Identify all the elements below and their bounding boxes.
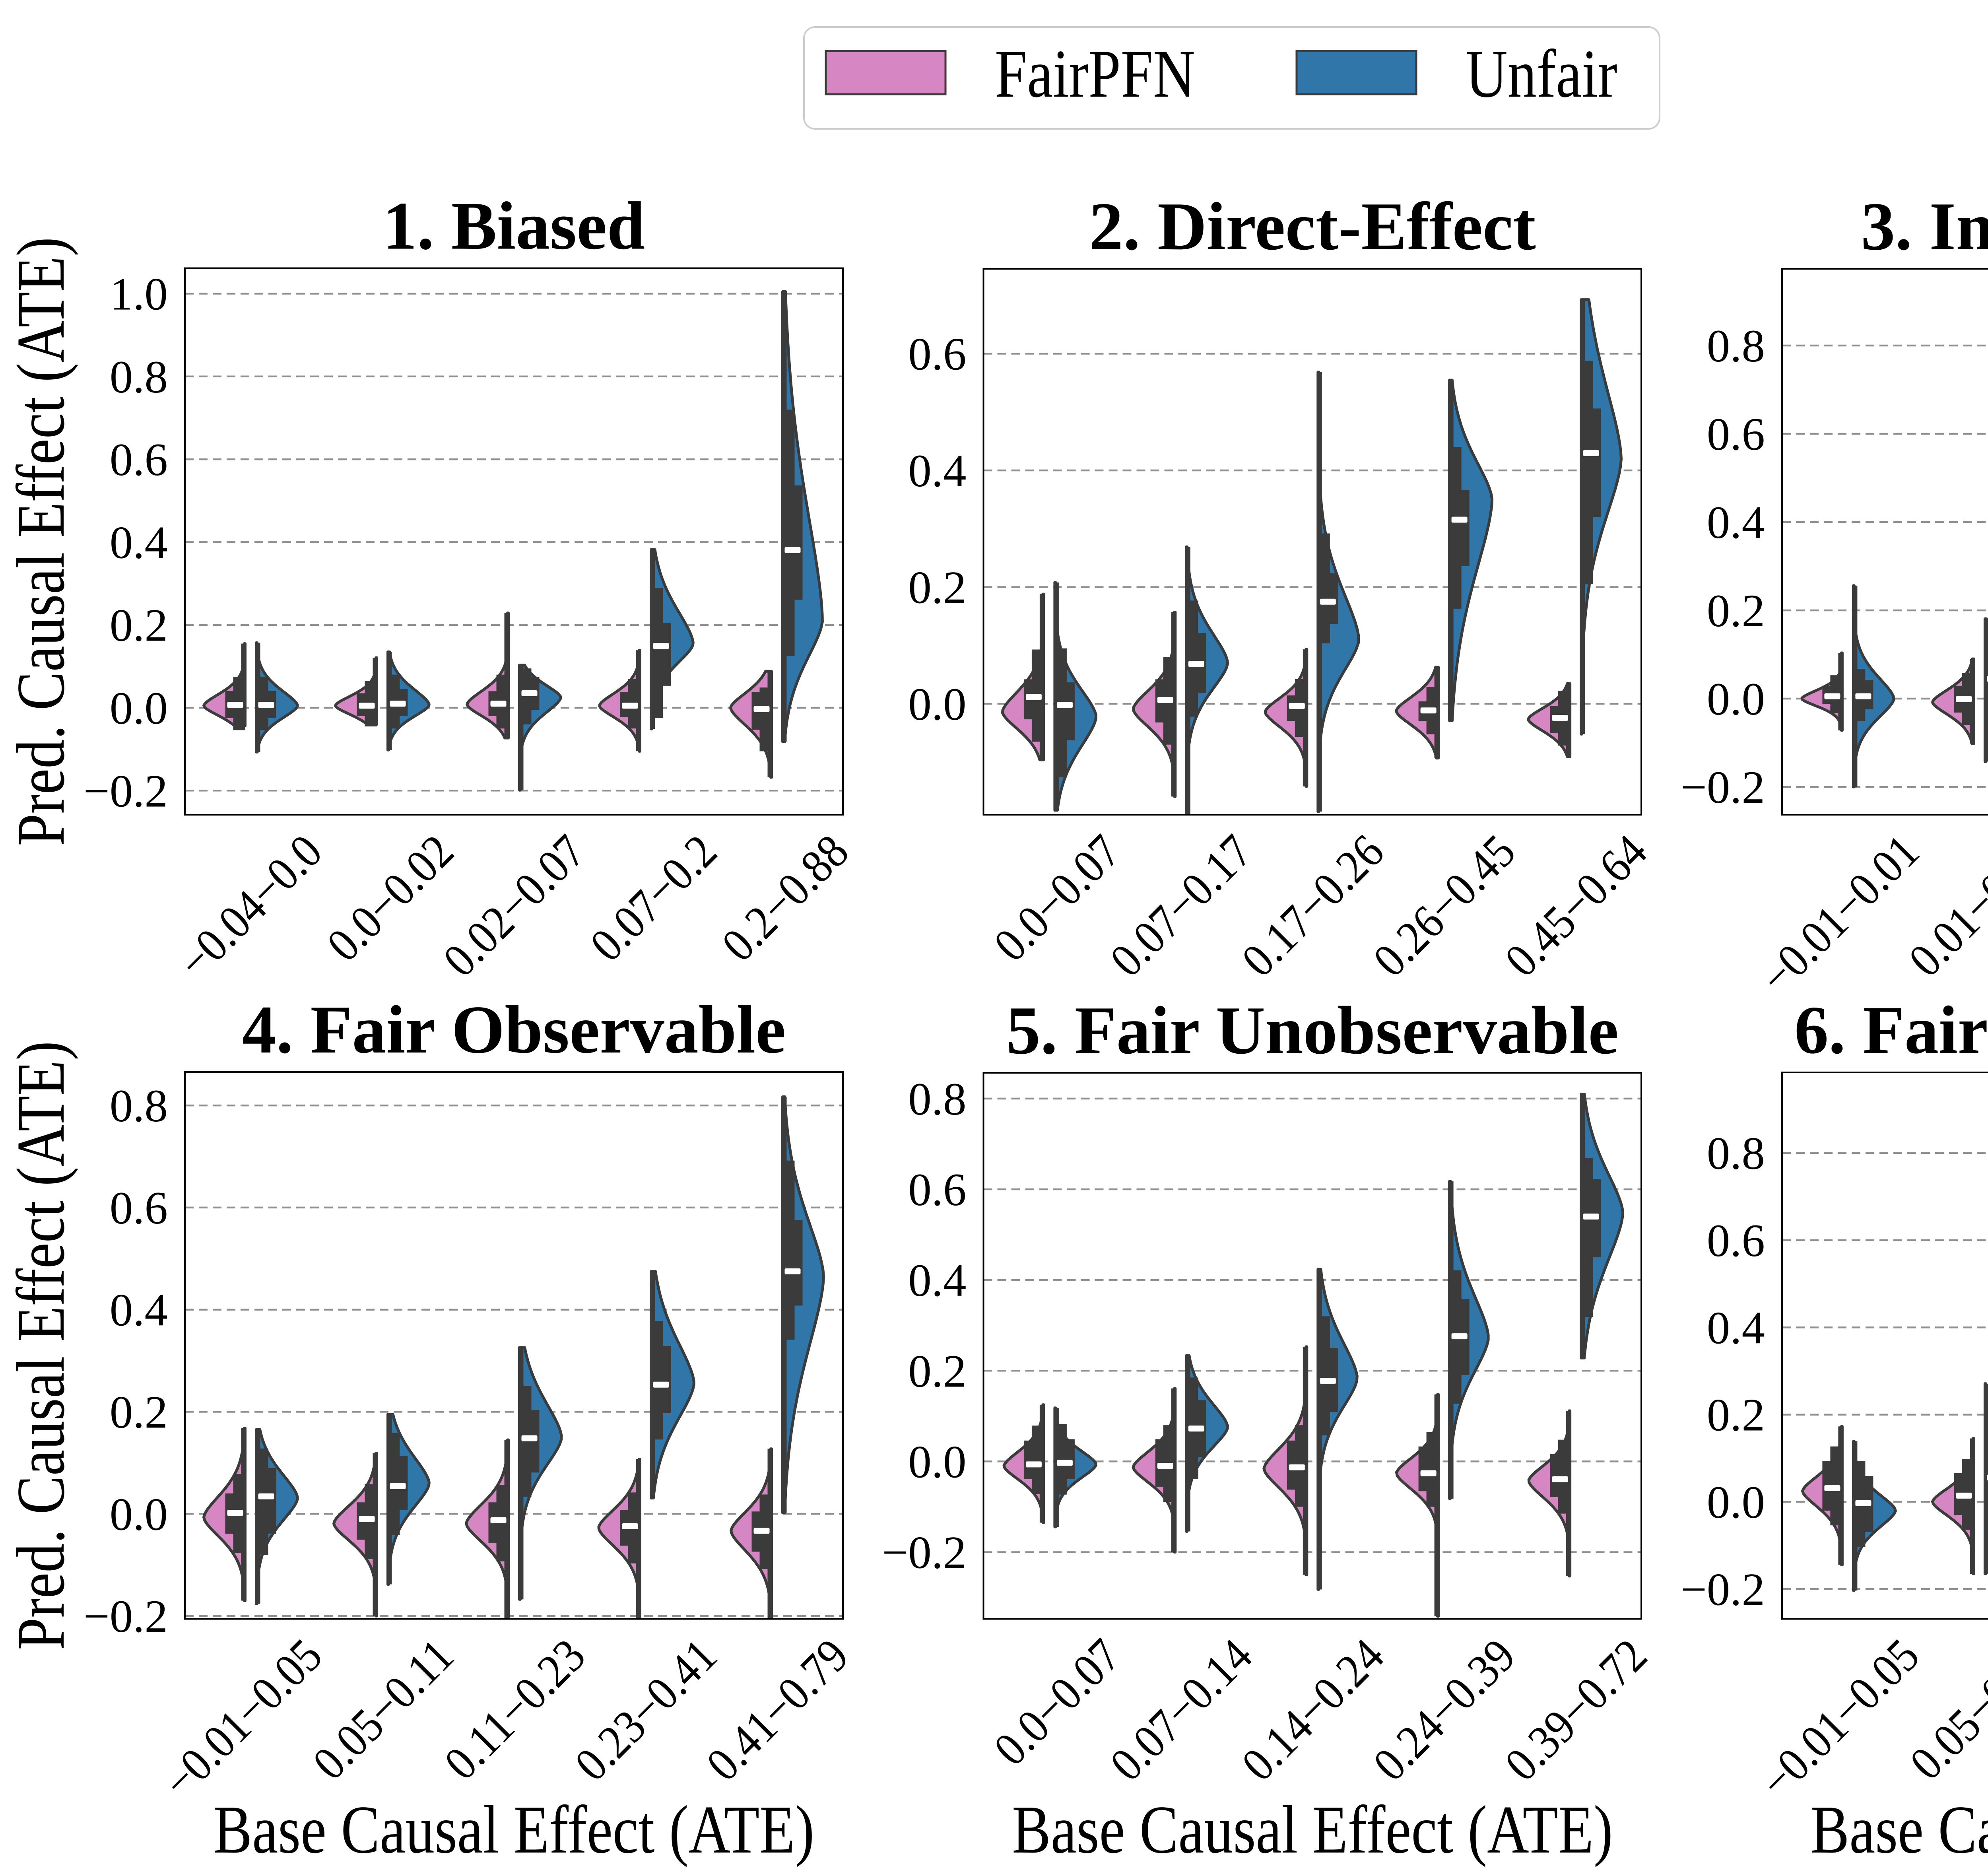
svg-text:0.0: 0.0 xyxy=(1707,674,1765,725)
svg-text:0.4: 0.4 xyxy=(908,445,966,497)
svg-text:0.0: 0.0 xyxy=(908,679,966,730)
svg-text:2. Direct-Effect: 2. Direct-Effect xyxy=(1089,189,1536,264)
svg-text:Base Causal Effect (ATE): Base Causal Effect (ATE) xyxy=(1811,1792,1988,1868)
svg-text:0.2: 0.2 xyxy=(1707,585,1765,637)
svg-text:Base Causal Effect (ATE): Base Causal Effect (ATE) xyxy=(1012,1792,1613,1868)
svg-text:−0.2: −0.2 xyxy=(83,1591,168,1642)
svg-text:−0.2: −0.2 xyxy=(882,1527,966,1579)
svg-text:1. Biased: 1. Biased xyxy=(383,188,645,264)
svg-text:0.2: 0.2 xyxy=(110,600,168,651)
svg-text:4. Fair Observable: 4. Fair Observable xyxy=(242,992,786,1068)
svg-text:5. Fair Unobservable: 5. Fair Unobservable xyxy=(1006,993,1619,1068)
svg-text:0.8: 0.8 xyxy=(110,351,168,403)
svg-text:0.0: 0.0 xyxy=(1707,1477,1765,1528)
svg-text:0.8: 0.8 xyxy=(1707,320,1765,372)
svg-text:0.4: 0.4 xyxy=(1707,1302,1765,1354)
svg-text:0.8: 0.8 xyxy=(110,1080,168,1132)
svg-text:Pred. Causal Effect (ATE): Pred. Causal Effect (ATE) xyxy=(3,237,79,846)
svg-text:FairPFN: FairPFN xyxy=(995,36,1195,112)
svg-text:0.8: 0.8 xyxy=(1707,1128,1765,1179)
svg-text:3. Indirect-Effect: 3. Indirect-Effect xyxy=(1861,189,1988,264)
svg-text:0.4: 0.4 xyxy=(110,1285,168,1336)
svg-text:−0.2: −0.2 xyxy=(83,765,168,817)
svg-text:6. Fair Additive Noise: 6. Fair Additive Noise xyxy=(1794,992,1988,1068)
svg-text:Pred. Causal Effect (ATE): Pred. Causal Effect (ATE) xyxy=(3,1041,79,1650)
svg-text:0.2: 0.2 xyxy=(908,1346,966,1397)
svg-text:0.6: 0.6 xyxy=(110,1183,168,1234)
svg-text:Unfair: Unfair xyxy=(1466,36,1617,112)
svg-text:0.6: 0.6 xyxy=(110,434,168,485)
svg-text:−0.2: −0.2 xyxy=(1681,1564,1765,1615)
svg-text:0.2: 0.2 xyxy=(110,1387,168,1438)
svg-text:0.2: 0.2 xyxy=(1707,1390,1765,1441)
svg-text:0.6: 0.6 xyxy=(908,329,966,380)
svg-text:0.4: 0.4 xyxy=(1707,497,1765,548)
svg-text:0.0: 0.0 xyxy=(110,1489,168,1540)
svg-text:0.6: 0.6 xyxy=(1707,409,1765,460)
svg-text:−0.2: −0.2 xyxy=(1681,762,1765,813)
svg-text:0.0: 0.0 xyxy=(908,1436,966,1488)
svg-text:0.6: 0.6 xyxy=(908,1164,966,1216)
svg-text:0.6: 0.6 xyxy=(1707,1215,1765,1266)
svg-text:Base Causal Effect (ATE): Base Causal Effect (ATE) xyxy=(214,1792,814,1868)
svg-text:0.4: 0.4 xyxy=(908,1255,966,1306)
svg-text:0.2: 0.2 xyxy=(908,562,966,614)
svg-text:0.8: 0.8 xyxy=(908,1074,966,1125)
svg-text:0.4: 0.4 xyxy=(110,517,168,568)
svg-text:0.0: 0.0 xyxy=(110,683,168,734)
svg-text:1.0: 1.0 xyxy=(110,269,168,320)
